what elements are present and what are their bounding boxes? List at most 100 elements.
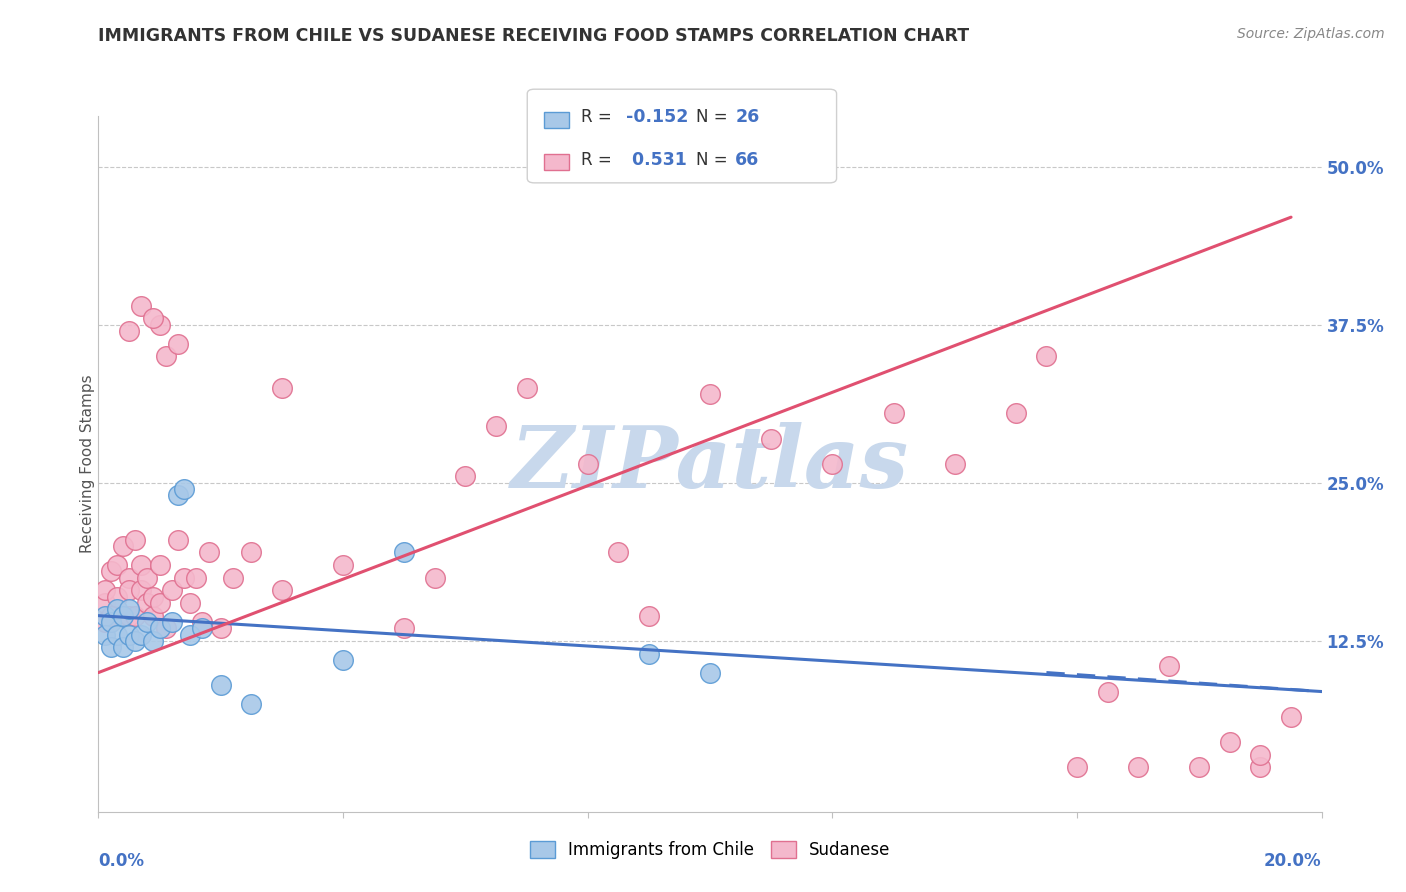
Point (209, 621, 232, 635)
Point (93, 627, 115, 641)
Point (1157, 659, 1180, 673)
Point (454, 469, 477, 483)
Point (759, 432, 782, 446)
Point (173, 571, 195, 585)
Point (332, 653, 354, 667)
Point (392, 621, 416, 635)
Text: N =: N = (696, 151, 733, 169)
Point (209, 678, 232, 692)
Point (111, 539, 134, 553)
Text: Source: ZipAtlas.com: Source: ZipAtlas.com (1237, 27, 1385, 41)
Text: R =: R = (581, 151, 617, 169)
Point (118, 583, 141, 598)
Point (124, 533, 146, 547)
Point (105, 558, 128, 572)
Point (699, 665, 721, 680)
Point (1066, 760, 1088, 774)
Point (136, 571, 159, 585)
Point (93, 583, 115, 598)
Point (516, 381, 538, 395)
Point (173, 482, 195, 496)
Point (637, 647, 661, 661)
Point (1004, 406, 1026, 420)
Point (149, 558, 172, 572)
Text: 26: 26 (735, 109, 759, 127)
Point (136, 596, 159, 610)
Point (167, 336, 190, 351)
Point (191, 621, 214, 635)
Point (118, 608, 141, 623)
Text: ZIPatlas: ZIPatlas (510, 422, 910, 506)
Point (1188, 760, 1211, 774)
Point (118, 324, 141, 338)
Point (270, 583, 292, 598)
Point (111, 608, 134, 623)
Point (155, 349, 177, 363)
Point (1279, 710, 1302, 724)
Point (485, 418, 508, 433)
Point (943, 457, 966, 471)
Text: 66: 66 (735, 151, 759, 169)
Point (142, 590, 165, 604)
Point (100, 565, 122, 579)
Point (607, 545, 630, 559)
Point (155, 621, 177, 635)
Point (699, 387, 721, 401)
Point (1219, 735, 1241, 749)
Point (118, 602, 141, 616)
Point (136, 615, 159, 629)
Point (179, 596, 201, 610)
Text: 0.0%: 0.0% (98, 852, 145, 871)
Point (1249, 747, 1271, 762)
Text: 20.0%: 20.0% (1264, 852, 1322, 871)
Point (240, 545, 263, 559)
Point (160, 615, 183, 629)
Text: -0.152: -0.152 (626, 109, 688, 127)
Point (167, 533, 190, 547)
Point (100, 608, 122, 623)
Point (93, 596, 115, 610)
Point (149, 318, 172, 332)
Y-axis label: Receiving Food Stamps: Receiving Food Stamps (80, 375, 94, 553)
Point (129, 627, 152, 641)
Point (160, 583, 183, 598)
Point (129, 299, 152, 313)
Point (149, 621, 172, 635)
Point (105, 590, 128, 604)
Point (111, 608, 134, 623)
Text: IMMIGRANTS FROM CHILE VS SUDANESE RECEIVING FOOD STAMPS CORRELATION CHART: IMMIGRANTS FROM CHILE VS SUDANESE RECEIV… (98, 27, 970, 45)
Point (240, 697, 263, 711)
Point (222, 571, 245, 585)
Point (100, 615, 122, 629)
Text: N =: N = (696, 109, 733, 127)
Point (332, 558, 354, 572)
Point (821, 457, 844, 471)
Point (100, 640, 122, 655)
Point (191, 615, 214, 629)
Point (392, 545, 416, 559)
Point (142, 311, 165, 326)
Point (105, 627, 128, 641)
Point (93, 615, 115, 629)
Point (142, 634, 165, 648)
Point (129, 558, 152, 572)
Point (1035, 349, 1057, 363)
Point (883, 406, 905, 420)
Point (118, 571, 141, 585)
Point (129, 583, 152, 598)
Point (423, 571, 446, 585)
Point (1249, 760, 1271, 774)
Point (149, 596, 172, 610)
Point (1128, 760, 1150, 774)
Point (124, 634, 146, 648)
Point (118, 627, 141, 641)
Point (637, 608, 661, 623)
Point (142, 608, 165, 623)
Point (167, 488, 190, 502)
Point (111, 640, 134, 655)
Point (197, 545, 219, 559)
Point (105, 602, 128, 616)
Point (124, 608, 146, 623)
Point (576, 457, 599, 471)
Point (1097, 684, 1119, 698)
